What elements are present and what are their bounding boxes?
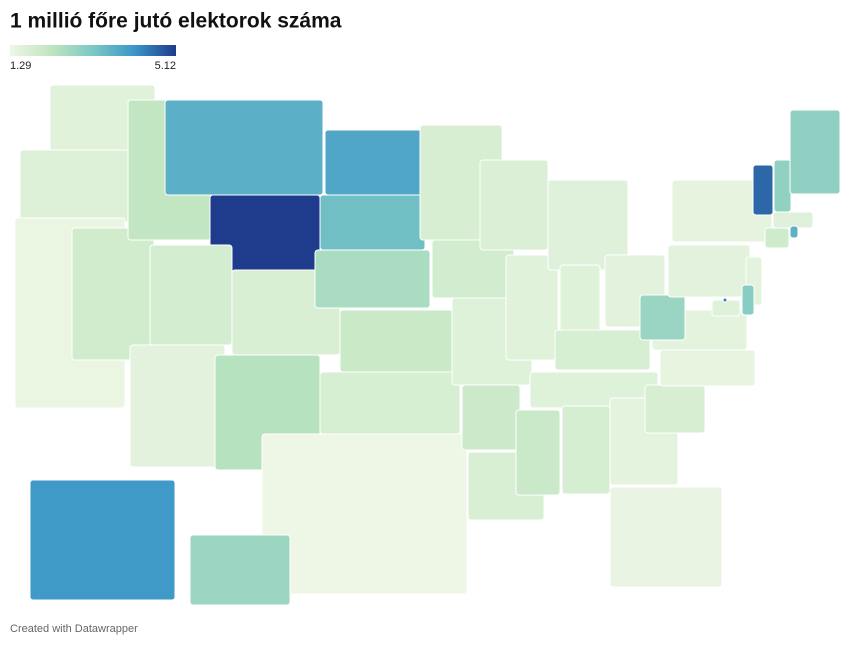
- state: [561, 405, 611, 495]
- state: [752, 164, 774, 216]
- state: [711, 299, 741, 317]
- state: [773, 159, 792, 213]
- state: [554, 329, 651, 371]
- legend-min: 1.29: [10, 60, 31, 72]
- state: [314, 249, 431, 309]
- state: [164, 99, 324, 196]
- state: [29, 479, 176, 601]
- state: [639, 294, 686, 341]
- state: [324, 129, 426, 196]
- state: [261, 433, 468, 595]
- state: [479, 159, 549, 251]
- state: [609, 486, 723, 588]
- state: [644, 384, 706, 434]
- state: [515, 409, 561, 496]
- state: [764, 227, 790, 249]
- state: [71, 227, 155, 361]
- state: [789, 225, 799, 239]
- state: [741, 284, 755, 316]
- states: [14, 84, 841, 606]
- legend-max: 5.12: [155, 60, 176, 72]
- state: [319, 194, 426, 251]
- state: [339, 309, 456, 373]
- state: [505, 254, 559, 361]
- legend-bar: [10, 45, 176, 56]
- state: [129, 344, 226, 468]
- state: [149, 244, 233, 346]
- state: [659, 349, 756, 387]
- state: [461, 384, 521, 451]
- state: [319, 371, 461, 435]
- state: [189, 534, 291, 606]
- state: [722, 297, 728, 303]
- title: 1 millió főre jutó elektorok száma: [10, 10, 342, 33]
- state: [789, 109, 841, 195]
- state: [19, 149, 136, 223]
- state: [667, 244, 751, 298]
- credit: Created with Datawrapper: [10, 623, 138, 635]
